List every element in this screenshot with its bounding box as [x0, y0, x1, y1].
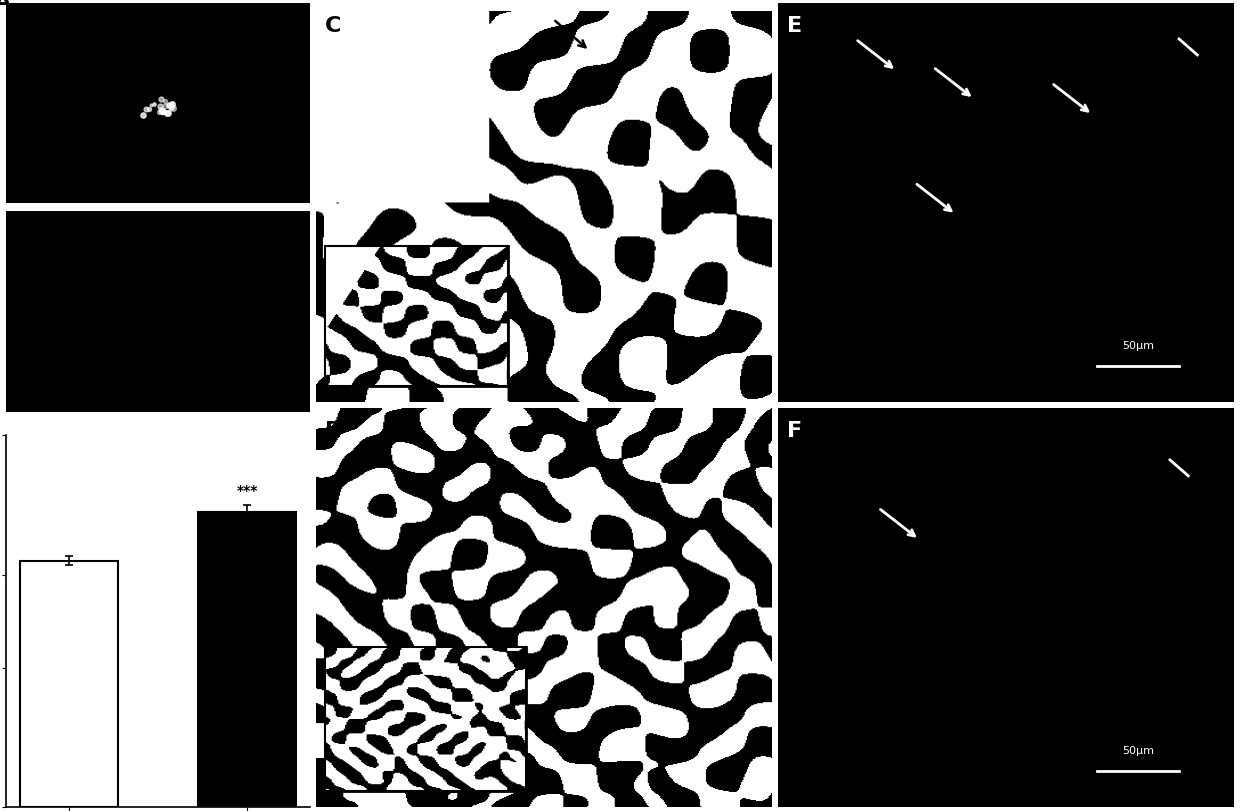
- Bar: [325, 647, 526, 791]
- Bar: [325, 247, 507, 387]
- Text: ***: ***: [237, 483, 258, 497]
- Bar: [198, 513, 296, 807]
- Text: C: C: [325, 16, 342, 36]
- Bar: [20, 561, 118, 807]
- Text: 50μm: 50μm: [1122, 745, 1154, 755]
- Text: A: A: [0, 0, 11, 12]
- Text: 50μm: 50μm: [1122, 341, 1154, 350]
- Text: F: F: [787, 420, 802, 440]
- Text: D: D: [325, 420, 343, 440]
- Text: E: E: [787, 16, 802, 36]
- Text: +L-ECM: +L-ECM: [319, 77, 332, 131]
- Text: -L-ECM: -L-ECM: [319, 288, 332, 337]
